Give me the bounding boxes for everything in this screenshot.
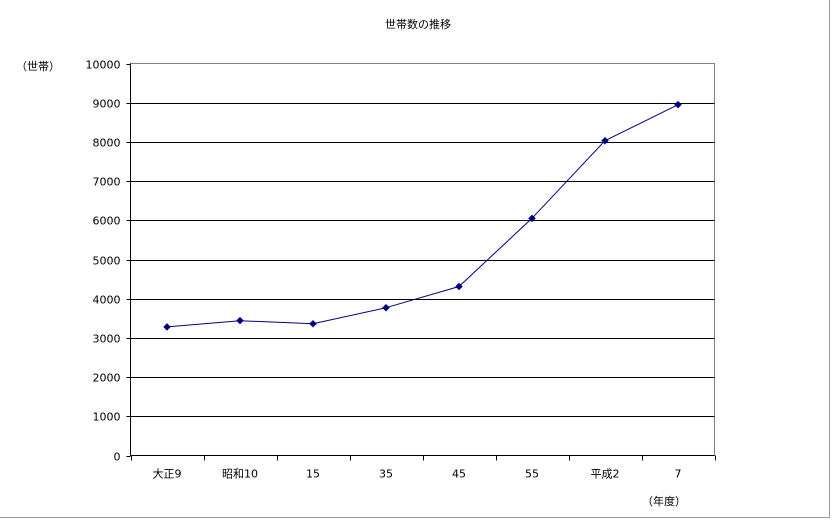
y-tick-label: 1000	[93, 411, 121, 424]
y-tick-label: 6000	[93, 215, 121, 228]
y-tick-label: 9000	[93, 98, 121, 111]
x-axis-label: （年度）	[642, 494, 686, 508]
x-tick-label: 55	[525, 468, 539, 481]
y-tick-label: 8000	[93, 137, 121, 150]
x-tick-label: 7	[675, 468, 682, 481]
data-point	[236, 316, 244, 325]
gridlines	[130, 103, 715, 417]
y-tick-label: 10000	[86, 59, 121, 72]
x-tick-label: 大正9	[153, 467, 182, 481]
y-tick-label: 0	[114, 451, 121, 464]
y-tick-label: 4000	[93, 294, 121, 307]
x-tick-label: 45	[452, 468, 466, 481]
x-tick-labels: 大正9 昭和10 15 35 45 55 平成2 7	[153, 467, 682, 481]
y-tick-label: 2000	[93, 372, 121, 385]
data-point	[601, 136, 609, 145]
data-point	[455, 282, 463, 291]
x-tick-label: 平成2	[591, 468, 620, 481]
x-tick-label: 35	[379, 468, 393, 481]
y-axis-label: （世帯）	[16, 60, 60, 73]
x-tick-label: 昭和10	[222, 468, 258, 481]
data-series	[163, 100, 682, 331]
data-point	[309, 319, 317, 328]
y-tick-label: 5000	[93, 255, 121, 268]
y-tick-label: 3000	[93, 333, 121, 346]
axes	[126, 63, 716, 461]
y-tick-labels: 0 1000 2000 3000 4000 5000 6000 7000 8000 9000 100…	[86, 59, 121, 464]
data-point	[674, 100, 682, 109]
series-line	[166, 104, 679, 328]
data-point	[528, 214, 536, 223]
data-point	[163, 323, 171, 331]
y-tick-label: 7000	[93, 176, 121, 189]
plot-area	[130, 63, 715, 456]
chart-title: 世帯数の推移	[385, 17, 451, 31]
x-tick-label: 15	[306, 468, 320, 481]
data-point	[382, 303, 390, 312]
